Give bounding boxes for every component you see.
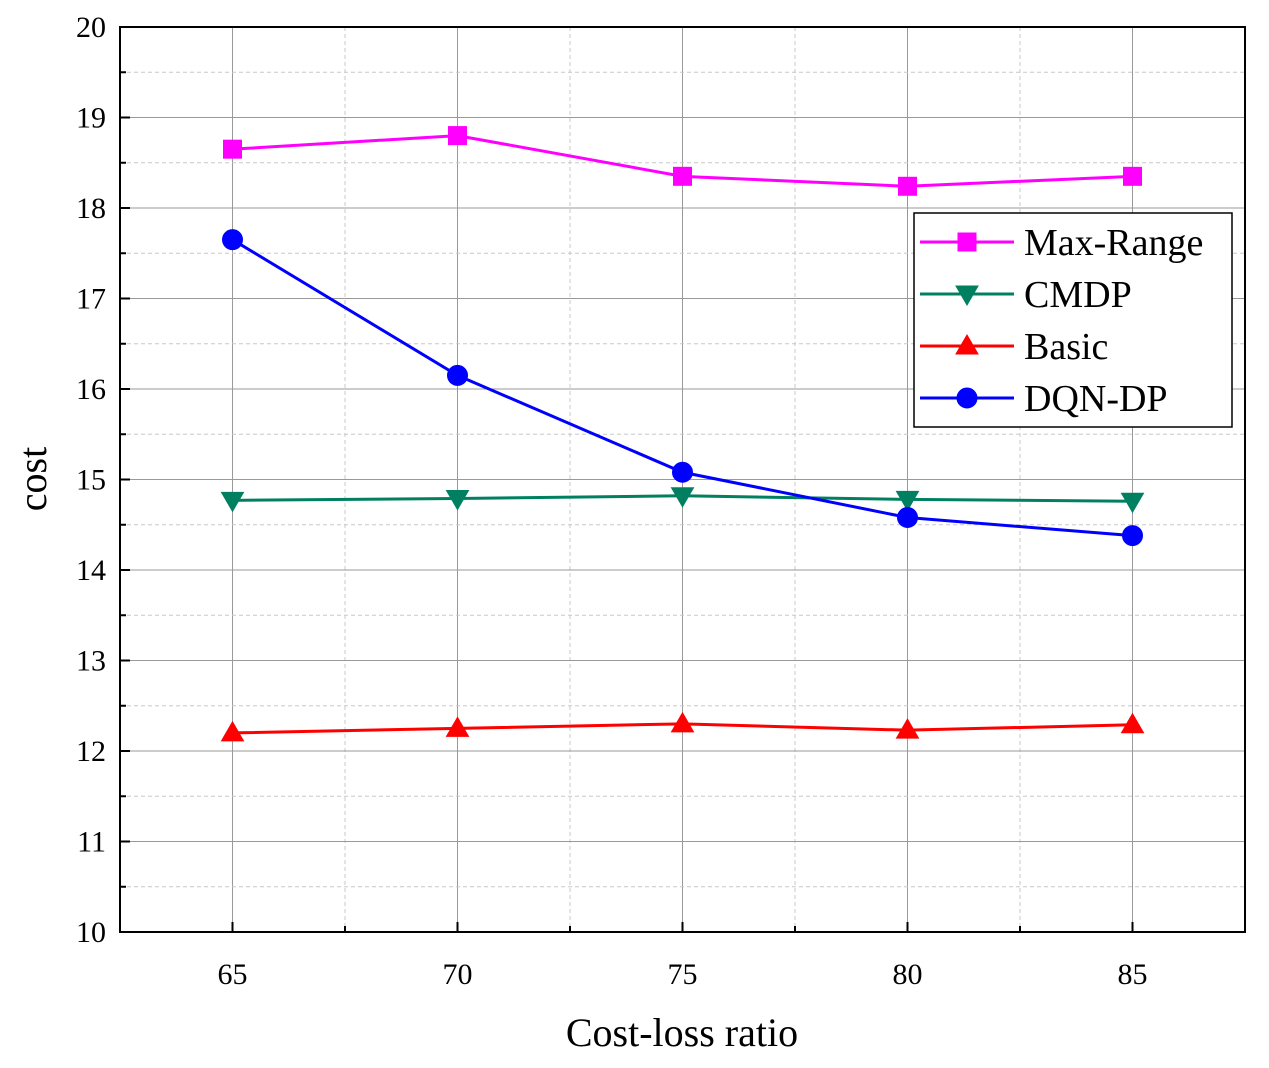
data-point-basic (220, 720, 245, 742)
y-axis-title: cost (10, 447, 55, 511)
legend-label: Max-Range (1024, 222, 1203, 264)
legend-marker (957, 232, 977, 252)
x-tick-label: 80 (893, 958, 923, 991)
y-tick-label: 11 (77, 826, 106, 859)
y-tick-label: 20 (76, 11, 106, 44)
legend-marker (955, 334, 979, 355)
y-tick-label: 12 (76, 735, 106, 768)
y-tick-label: 15 (76, 464, 106, 497)
data-point-cmdp (670, 487, 695, 508)
y-tick-label: 10 (76, 916, 106, 949)
data-point-cmdp (445, 490, 470, 511)
data-point-basic (670, 711, 695, 733)
series-basic (220, 711, 1145, 742)
data-point-max-range (223, 139, 242, 159)
y-tick-label: 14 (76, 554, 106, 587)
data-point-basic (445, 716, 470, 737)
data-point-dqn-dp (447, 364, 468, 386)
legend-item-basic: Basic (920, 326, 1108, 368)
legend-item-dqn-dp: DQN-DP (920, 378, 1168, 420)
x-tick-label: 65 (218, 958, 248, 991)
x-tick-label: 75 (668, 958, 698, 991)
series-cmdp (220, 487, 1145, 514)
series-dqn-dp (222, 229, 1143, 547)
legend-label: CMDP (1024, 274, 1132, 316)
legend-marker (955, 285, 979, 306)
legend-label: DQN-DP (1024, 378, 1168, 420)
data-point-dqn-dp (672, 461, 693, 483)
x-axis-title: Cost-loss ratio (566, 1010, 798, 1055)
data-point-max-range (898, 176, 917, 196)
data-point-dqn-dp (897, 507, 918, 529)
data-point-max-range (1123, 166, 1142, 186)
y-tick-label: 18 (76, 192, 106, 225)
series-max-range (223, 126, 1142, 196)
y-tick-label: 19 (76, 102, 106, 135)
data-point-dqn-dp (222, 229, 243, 251)
legend: Max-Range CMDP Basic DQN-DP (913, 212, 1233, 428)
legend-item-cmdp: CMDP (920, 274, 1132, 316)
axis-ticks: 10 11 12 13 14 15 16 17 18 19 20 65 70 75 80 85 (76, 11, 1148, 991)
data-point-cmdp (895, 490, 920, 512)
data-point-max-range (673, 166, 692, 186)
data-point-basic (895, 718, 920, 739)
data-point-max-range (448, 126, 467, 146)
data-point-cmdp (220, 491, 245, 513)
y-tick-label: 16 (76, 373, 106, 406)
data-point-basic (1120, 712, 1145, 734)
data-point-cmdp (1120, 492, 1145, 514)
legend-item-max-range: Max-Range (920, 222, 1203, 264)
x-tick-label: 70 (443, 958, 473, 991)
legend-label: Basic (1024, 326, 1108, 368)
data-point-dqn-dp (1122, 525, 1143, 547)
x-tick-label: 85 (1118, 958, 1148, 991)
y-tick-label: 13 (76, 645, 106, 678)
legend-marker (956, 387, 978, 409)
y-tick-label: 17 (76, 283, 106, 316)
series-group (220, 126, 1145, 742)
